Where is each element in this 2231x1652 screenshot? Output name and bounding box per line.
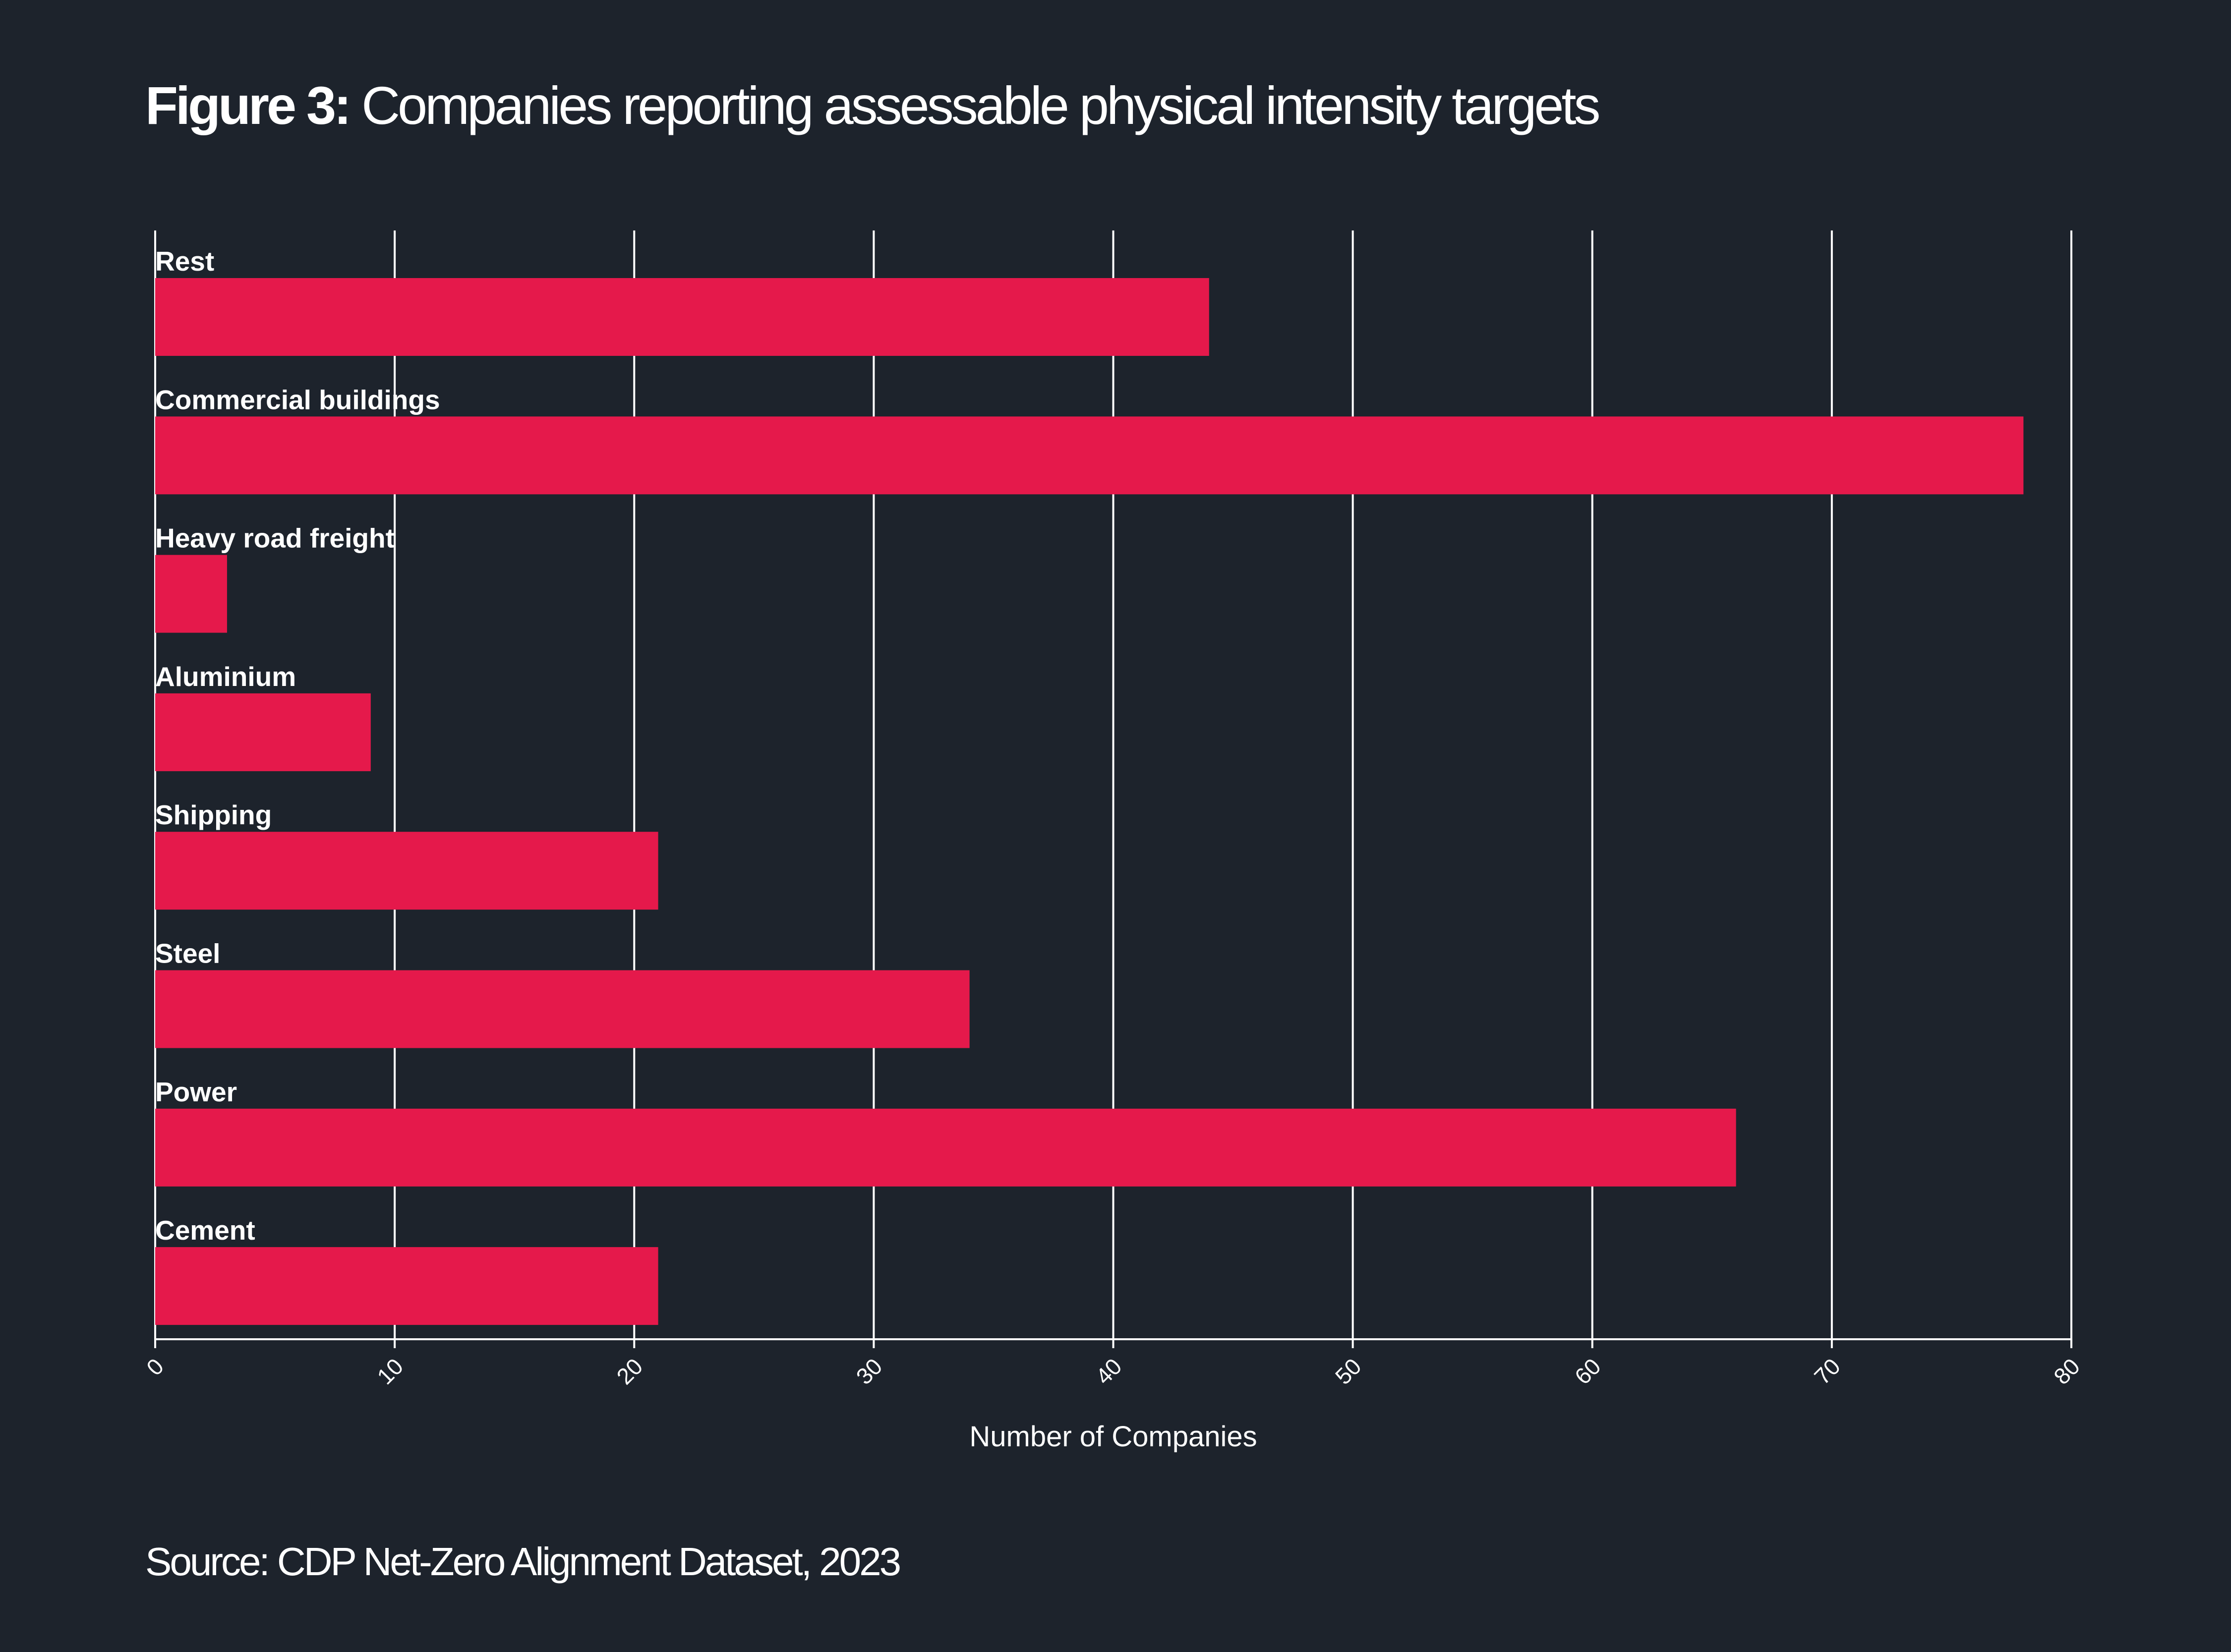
bar-power xyxy=(155,1108,1736,1187)
figure-label: Figure 3: xyxy=(145,75,352,135)
category-label-aluminium: Aluminium xyxy=(155,661,296,692)
bar-aluminium xyxy=(155,693,371,771)
tick-label-0: 0 xyxy=(141,1353,169,1380)
category-label-power: Power xyxy=(155,1077,237,1107)
category-label-commercial-buildings: Commercial buildings xyxy=(155,384,440,415)
tick-label-20: 20 xyxy=(611,1353,647,1389)
tick-label-40: 40 xyxy=(1091,1353,1127,1389)
category-label-rest: Rest xyxy=(155,246,214,277)
bar-rest xyxy=(155,278,1209,356)
category-label-shipping: Shipping xyxy=(155,799,272,830)
tick-label-60: 60 xyxy=(1570,1353,1606,1389)
tick-label-10: 10 xyxy=(372,1353,408,1389)
bar-commercial-buildings xyxy=(155,416,2024,495)
tick-label-70: 70 xyxy=(1809,1353,1845,1389)
category-label-heavy-road-freight: Heavy road freight xyxy=(155,523,395,554)
x-axis-title: Number of Companies xyxy=(969,1421,1257,1453)
source-note: Source: CDP Net-Zero Alignment Dataset, … xyxy=(145,1539,901,1584)
bar-steel xyxy=(155,970,970,1048)
figure-title: Figure 3: Companies reporting assessable… xyxy=(145,74,1600,136)
bar-cement xyxy=(155,1247,658,1325)
tick-label-50: 50 xyxy=(1330,1353,1366,1389)
tick-label-80: 80 xyxy=(2049,1353,2085,1389)
figure-title-text: Companies reporting assessable physical … xyxy=(361,75,1600,135)
category-label-cement: Cement xyxy=(155,1215,255,1246)
tick-label-30: 30 xyxy=(851,1353,887,1389)
bar-shipping xyxy=(155,832,658,910)
bar-heavy-road-freight xyxy=(155,555,227,633)
category-label-steel: Steel xyxy=(155,938,220,969)
